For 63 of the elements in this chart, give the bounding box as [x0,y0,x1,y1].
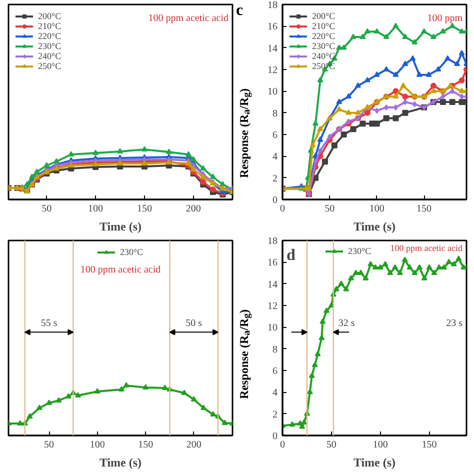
x-tick-label: 50 [42,204,52,214]
y-tick-label: 6 [272,366,278,377]
legend-label: 200°C [38,11,62,21]
annotation: 100 ppm [427,13,463,24]
x-tick-label: 0 [280,204,285,214]
y-tick-label: 18 [268,0,278,11]
y-tick-label: 4 [272,388,278,399]
y-tick-label: 18 [268,236,278,247]
text: c [236,1,244,21]
legend-label: 250°C [38,61,62,71]
y-tick-label: 16 [268,22,278,33]
y-tick-label: 10 [268,322,278,334]
x-tick-label: 150 [136,204,152,214]
y-tick-label: 12 [268,301,278,312]
y-tick-label: 0 [272,195,278,206]
x-tick-label: 50 [324,204,335,214]
x-axis-title: Time (s) [99,456,142,470]
x-tick-label: 100 [372,440,388,450]
y-tick-label: 12 [268,65,278,76]
x-tick-label: 200 [186,204,201,214]
text: 55 s [40,318,58,330]
y-tick-label: 8 [272,108,278,120]
legend-label: 220°C [38,31,62,41]
annotation: 23 s [446,318,463,330]
legend-label: 240°C [38,51,62,61]
annotation: 32 s [338,318,355,330]
legend-label: 230°C [38,41,62,51]
y-tick-label: 16 [268,258,278,269]
legend-label: 230°C [348,246,372,256]
x-axis-title: Time (s) [99,220,142,234]
x-tick-label: 50 [44,440,54,450]
annotation: 100 ppm acetic acid [390,243,463,254]
x-tick-label: 150 [422,440,437,450]
y-tick-label: 14 [268,279,278,290]
legend-label: 210°C [38,21,62,31]
x-tick-label: 150 [416,204,432,214]
x-tick-label: 50 [326,440,336,450]
y-tick-label: 0 [272,431,278,442]
text: 50 s [186,318,202,330]
x-axis-title: Time (s) [353,456,396,470]
x-tick-label: 100 [90,440,105,450]
legend-label: 200°C [312,11,336,21]
x-tick-label: 100 [88,204,104,214]
legend-label: 230°C [312,41,336,51]
y-tick-label: 2 [272,409,278,420]
x-tick-label: 100 [369,204,384,214]
legend-label: 240°C [312,51,336,61]
y-tick-label: 6 [272,130,278,141]
y-tick-label: 10 [268,86,278,98]
x-tick-label: 200 [186,440,202,450]
y-tick-label: 2 [272,173,278,184]
x-tick-label: 150 [138,440,154,450]
x-tick-label: 0 [280,440,285,450]
y-tick-label: 8 [272,344,278,356]
legend-label: 210°C [312,21,336,31]
x-axis-title: Time (s) [353,220,396,234]
legend-label: 230°C [120,247,144,257]
legend-label: 220°C [312,31,336,41]
y-tick-label: 14 [268,43,278,54]
annotation: d [286,246,296,264]
y-tick-label: 4 [272,152,278,163]
text: 100 ppm acetic acid [80,264,161,276]
text: 100 ppm acetic acid [148,13,229,24]
